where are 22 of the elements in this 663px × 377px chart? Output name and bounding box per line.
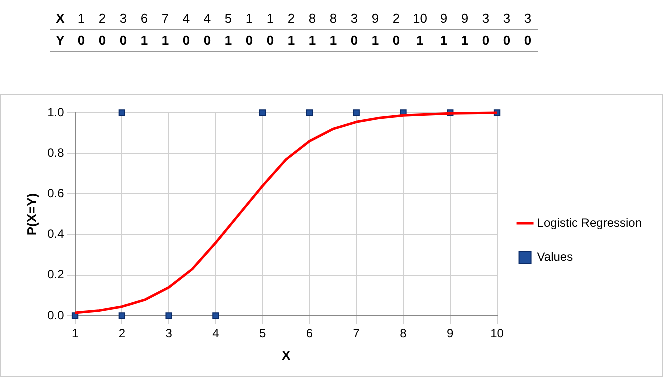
y-tick-label: 1.0 [48, 105, 65, 120]
x-tick-label: 6 [306, 326, 314, 341]
x-tick-label: 5 [259, 326, 266, 341]
x-tick-label: 3 [166, 326, 173, 341]
x-axis-title: X [282, 348, 291, 363]
x-tick-label: 4 [212, 326, 220, 341]
legend-label: Values [537, 250, 574, 264]
x-tick-label: 2 [118, 326, 126, 341]
y-tick-label: 0.2 [48, 268, 65, 282]
legend-label: Logistic Regression [537, 216, 642, 230]
x-tick-label: 9 [447, 326, 454, 341]
y-tick-label: 0.8 [48, 146, 65, 160]
x-tick-label: 10 [490, 326, 504, 341]
x-tick-label: 7 [353, 326, 360, 341]
text: Y 0 0 0 1 1 0 0 1 0 0 1 1 1 0 1 0 1 1 1 0 0 0 [56, 33, 532, 48]
y-tick-label: 0.6 [48, 186, 65, 201]
text: X 1 2 3 6 7 4 4 5 1 1 2 8 8 3 9 2 10 9 9 3 3 3 [56, 11, 532, 26]
y-tick-label: 0.4 [48, 227, 65, 242]
y-tick-label: 0.0 [48, 308, 65, 322]
x-tick-label: 8 [400, 326, 408, 341]
y-axis-title: P(X=Y) [24, 193, 40, 236]
x-tick-label: 1 [72, 326, 79, 341]
